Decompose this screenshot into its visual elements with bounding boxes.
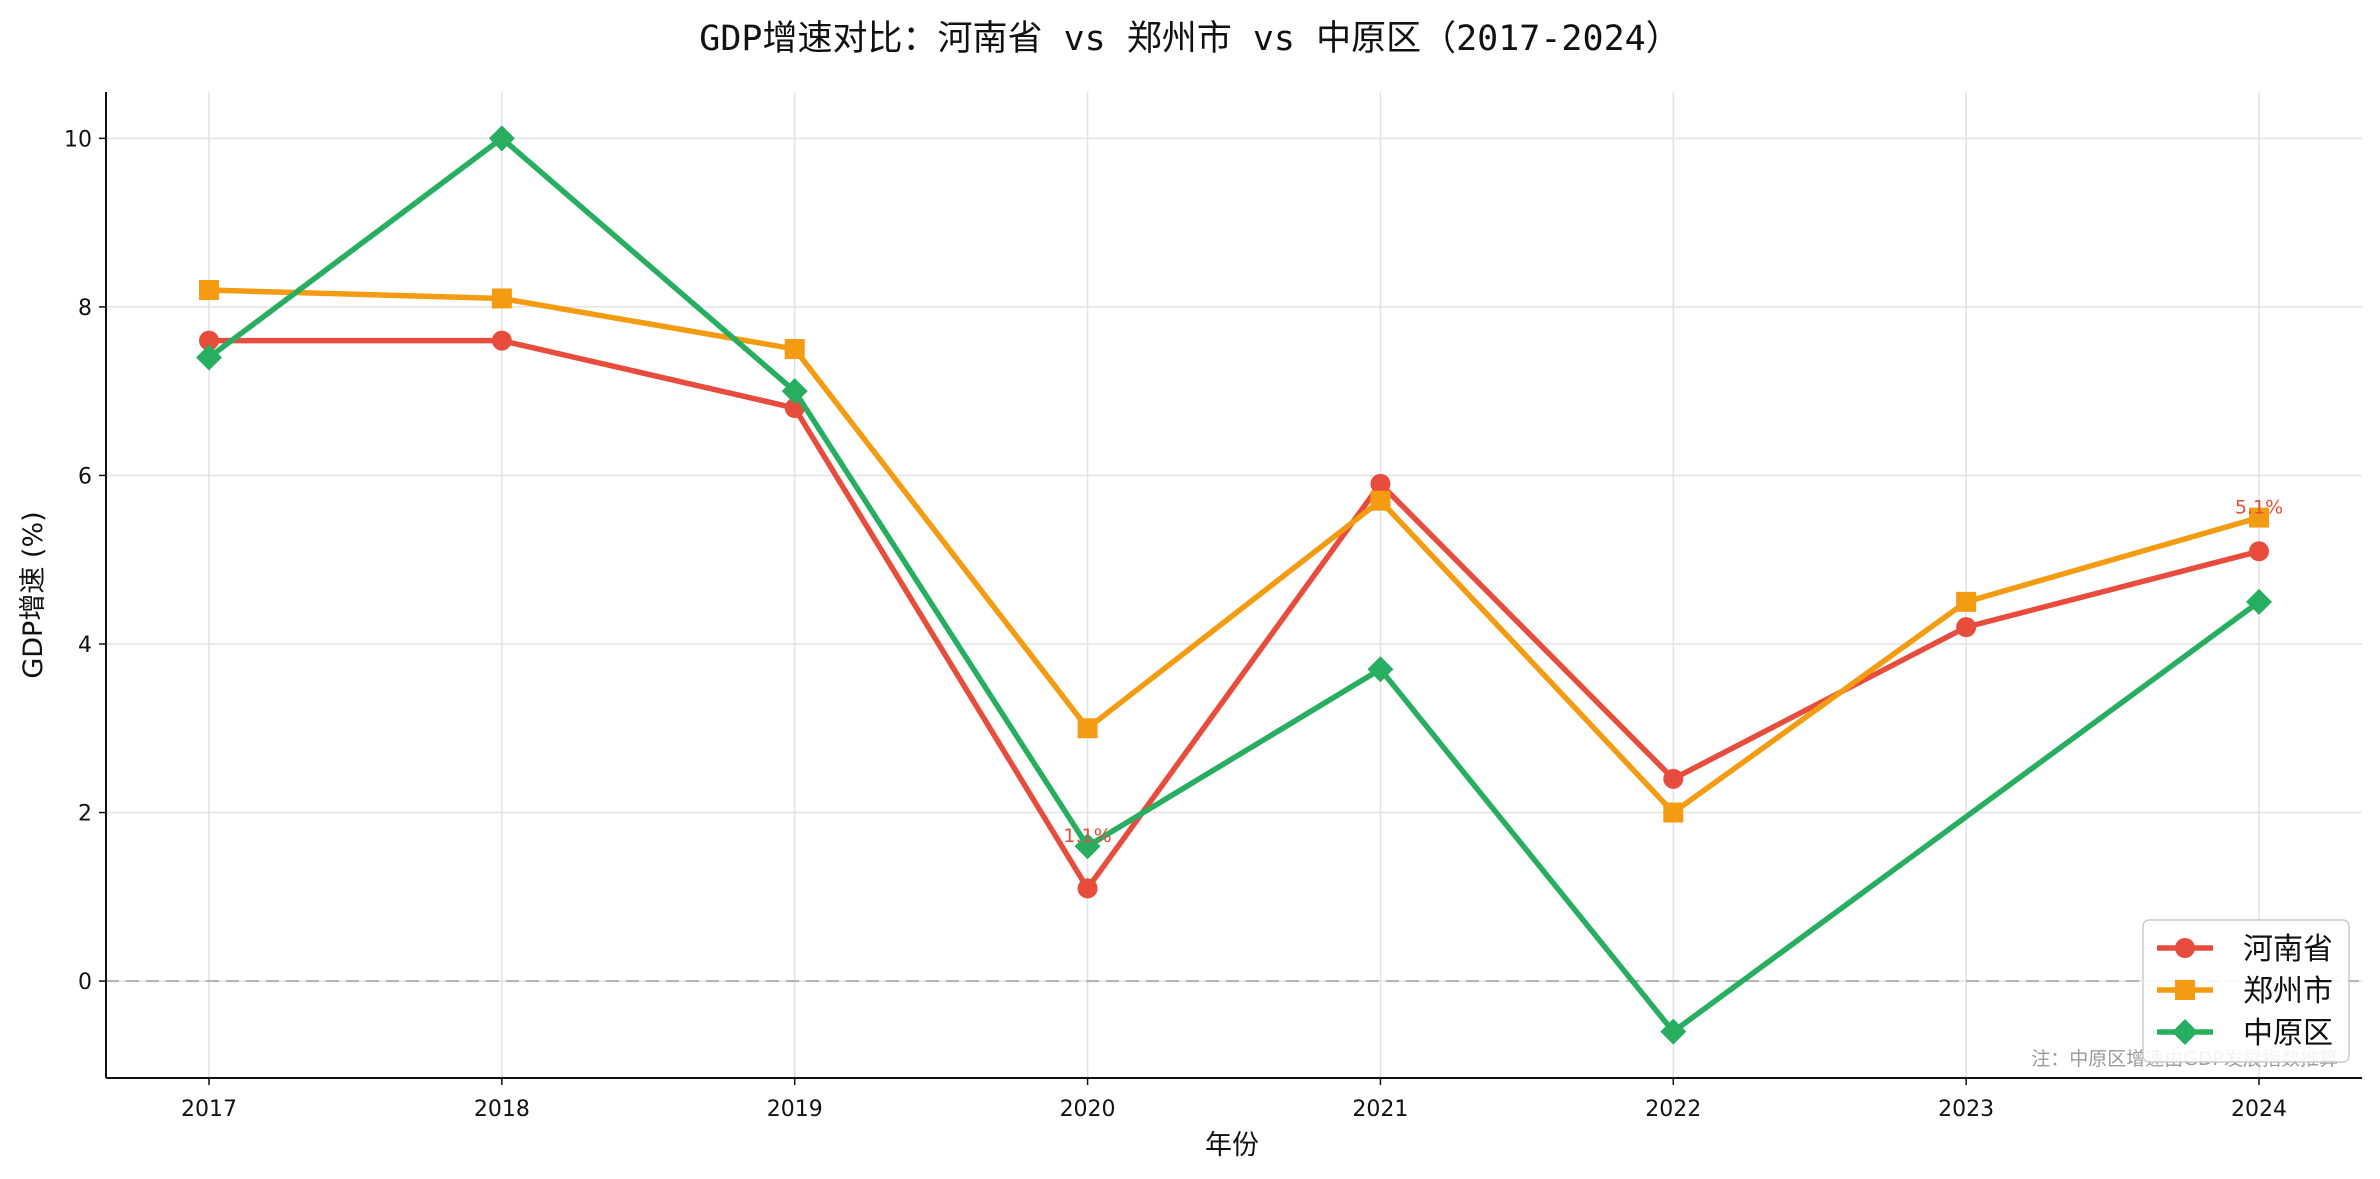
data-label: 1.1% (1063, 825, 1111, 847)
legend-entry: 中原区 (2157, 1016, 2333, 1051)
data-point (1956, 591, 1977, 612)
data-point (199, 330, 219, 351)
y-axis-ticks: 0 2 4 6 8 10 (64, 127, 106, 995)
data-point (491, 330, 512, 351)
chart-title: GDP增速对比：河南省 vs 郑州市 vs 中原区（2017-2024） (699, 19, 1680, 59)
series-line (206, 135, 2262, 1035)
data-point (196, 344, 222, 371)
data-point (1956, 617, 1977, 638)
legend-label: 郑州市 (2243, 974, 2333, 1009)
series-diamond (196, 125, 2272, 1045)
data-point (1074, 833, 1101, 860)
data-point (488, 125, 515, 152)
legend-marker (2172, 1019, 2198, 1045)
y-tick-label: 2 (78, 802, 92, 827)
legend-frame (2142, 919, 2350, 1063)
data-point (199, 280, 219, 301)
series (196, 125, 2272, 1045)
x-tick-label: 2020 (1060, 1097, 1116, 1122)
data-point (1367, 656, 1394, 683)
series-line (206, 287, 2262, 816)
legend-marker (2175, 938, 2195, 958)
data-point (2246, 588, 2272, 615)
legend-entry: 河南省 (2157, 932, 2333, 967)
x-axis-label: 年份 (1205, 1130, 1259, 1161)
data-point (1370, 490, 1391, 511)
legend-label: 河南省 (2243, 932, 2333, 967)
data-point (1077, 878, 1098, 899)
y-axis-label: GDP增速 (%) (18, 511, 49, 678)
x-tick-label: 2018 (474, 1097, 530, 1122)
y-tick-label: 0 (78, 970, 92, 995)
series-circle (199, 330, 2269, 899)
data-label: 5.1% (2235, 497, 2283, 519)
x-tick-label: 2019 (767, 1097, 823, 1122)
data-point (781, 378, 808, 405)
x-tick-label: 2021 (1352, 1097, 1408, 1122)
y-tick-label: 10 (64, 127, 92, 152)
data-point (1663, 768, 1684, 789)
y-tick-label: 4 (78, 633, 92, 658)
axes (105, 92, 2362, 1079)
data-point (1370, 473, 1391, 494)
grid (106, 92, 2362, 1078)
data-point (491, 288, 512, 309)
data-point (1663, 802, 1684, 823)
x-tick-label: 2017 (181, 1097, 237, 1122)
data-point (2249, 507, 2269, 528)
annotations: 5.1% 1.1% (1063, 497, 2283, 848)
x-tick-label: 2024 (2231, 1097, 2287, 1122)
x-axis-ticks: 2017 2018 2019 2020 2021 2022 2023 2024 (181, 1078, 2287, 1122)
legend-marker (2175, 980, 2195, 1000)
data-point (1077, 718, 1098, 739)
series-square (199, 280, 2269, 823)
data-point (2249, 541, 2269, 562)
series-line (206, 337, 2262, 892)
legend-entry: 郑州市 (2157, 974, 2333, 1009)
y-tick-label: 8 (78, 296, 92, 321)
x-tick-label: 2023 (1938, 1097, 1994, 1122)
legend-label: 中原区 (2243, 1016, 2333, 1051)
data-point (1660, 1018, 1687, 1045)
y-tick-label: 6 (78, 464, 92, 489)
data-point (784, 339, 805, 360)
x-tick-label: 2022 (1645, 1097, 1701, 1122)
